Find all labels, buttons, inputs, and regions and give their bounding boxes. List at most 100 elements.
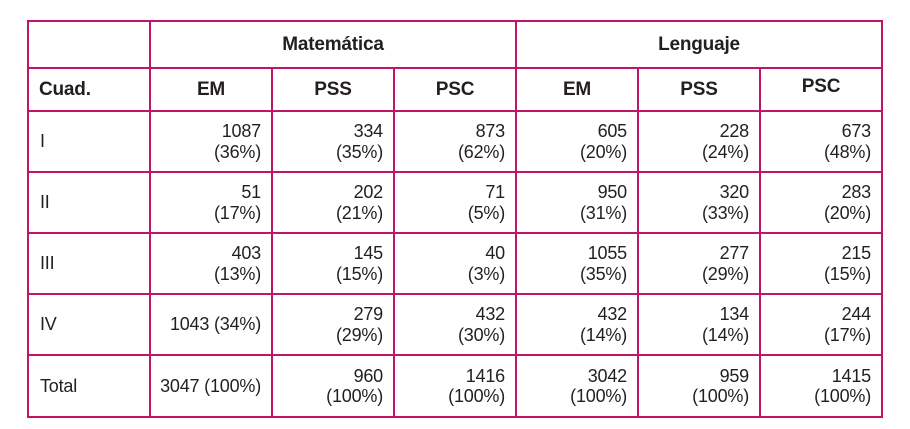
cell-value: 51 [241, 182, 261, 203]
data-cell: 1415 (100%) [759, 354, 883, 418]
cell-value: 244 [841, 304, 872, 325]
column-header-len-pss: PSS [637, 67, 761, 112]
cell-value: 3047 (100%) [160, 375, 261, 396]
row-label: IV [27, 293, 151, 356]
table-row-ii: II 51 (17%) 202 (21%) 71 (5%) 950 (31%) [27, 171, 883, 234]
data-cell: 959 (100%) [637, 354, 761, 418]
cell-value: 3042 [587, 365, 627, 386]
cell-value: 960 [353, 365, 384, 386]
cell-percent: (14%) [579, 324, 627, 345]
data-cell: 1087 (36%) [149, 110, 273, 173]
data-cell: 145 (15%) [271, 232, 395, 295]
data-cell: 432 (14%) [515, 293, 639, 356]
data-cell: 3047 (100%) [149, 354, 273, 418]
cell-value: 215 [841, 243, 872, 264]
data-cell: 40 (3%) [393, 232, 517, 295]
data-cell: 215 (15%) [759, 232, 883, 295]
data-cell: 403 (13%) [149, 232, 273, 295]
cell-value: 959 [719, 365, 750, 386]
cell-value: 673 [841, 121, 872, 142]
row-label: II [27, 171, 151, 234]
cell-percent: (3%) [467, 263, 505, 284]
cell-percent: (100%) [692, 386, 749, 406]
table-row-i: I 1087 (36%) 334 (35%) 873 (62%) 605 (20… [27, 110, 883, 173]
cell-value: 873 [475, 121, 506, 142]
cell-percent: (15%) [335, 263, 383, 284]
row-label: Total [27, 354, 151, 418]
column-header-row: Cuad. EM PSS PSC EM PSS PSC [27, 67, 883, 112]
results-table: Matemática Lenguaje Cuad. EM PSS PSC EM … [27, 20, 883, 418]
cell-percent: (30%) [457, 324, 505, 345]
data-cell: 202 (21%) [271, 171, 395, 234]
data-cell: 283 (20%) [759, 171, 883, 234]
cell-percent: (100%) [448, 386, 505, 406]
row-label: III [27, 232, 151, 295]
cell-value: 40 [485, 243, 505, 264]
table-row-iv: IV 1043 (34%) 279 (29%) 432 (30%) 432 (1… [27, 293, 883, 356]
cell-percent: (31%) [579, 202, 627, 223]
data-cell: 1043 (34%) [149, 293, 273, 356]
cell-percent: (13%) [213, 263, 261, 284]
cell-value: 145 [353, 243, 384, 264]
group-header-lenguaje: Lenguaje [515, 20, 883, 69]
cell-value: 950 [597, 182, 628, 203]
cell-percent: (36%) [213, 141, 261, 162]
column-header-len-psc: PSC [759, 67, 883, 112]
cell-value: 432 [597, 304, 628, 325]
cell-percent: (100%) [814, 386, 871, 406]
cell-percent: (29%) [335, 324, 383, 345]
data-cell: 71 (5%) [393, 171, 517, 234]
cell-percent: (17%) [213, 202, 261, 223]
cell-value: 277 [719, 243, 750, 264]
cell-value: 403 [231, 243, 262, 264]
cell-value: 202 [353, 182, 384, 203]
cell-value: 283 [841, 182, 872, 203]
cell-percent: (17%) [823, 324, 871, 345]
cell-value: 334 [353, 121, 384, 142]
data-cell: 1055 (35%) [515, 232, 639, 295]
data-cell: 605 (20%) [515, 110, 639, 173]
cell-percent: (100%) [326, 386, 383, 406]
cell-value: 1416 [465, 365, 505, 386]
data-cell: 1416 (100%) [393, 354, 517, 418]
cell-percent: (29%) [701, 263, 749, 284]
data-cell: 960 (100%) [271, 354, 395, 418]
column-header-len-em: EM [515, 67, 639, 112]
data-cell: 279 (29%) [271, 293, 395, 356]
cell-percent: (21%) [335, 202, 383, 223]
column-header-mat-psc: PSC [393, 67, 517, 112]
cell-value: 134 [719, 304, 750, 325]
data-cell: 277 (29%) [637, 232, 761, 295]
column-header-mat-em: EM [149, 67, 273, 112]
column-header-cuad: Cuad. [27, 67, 151, 112]
cell-percent: (14%) [701, 324, 749, 345]
data-cell: 228 (24%) [637, 110, 761, 173]
data-cell: 3042 (100%) [515, 354, 639, 418]
table-row-iii: III 403 (13%) 145 (15%) 40 (3%) 1055 (35… [27, 232, 883, 295]
cell-value: 432 [475, 304, 506, 325]
cell-percent: (35%) [335, 141, 383, 162]
cell-percent: (20%) [823, 202, 871, 223]
data-cell: 134 (14%) [637, 293, 761, 356]
data-cell: 673 (48%) [759, 110, 883, 173]
cell-value: 320 [719, 182, 750, 203]
results-table-container: Matemática Lenguaje Cuad. EM PSS PSC EM … [27, 20, 883, 418]
data-cell: 320 (33%) [637, 171, 761, 234]
corner-cell [27, 20, 151, 69]
data-cell: 950 (31%) [515, 171, 639, 234]
cell-value: 1087 [221, 121, 261, 142]
cell-value: 279 [353, 304, 384, 325]
group-header-row: Matemática Lenguaje [27, 20, 883, 69]
data-cell: 432 (30%) [393, 293, 517, 356]
cell-value: 605 [597, 121, 628, 142]
cell-value: 71 [485, 182, 505, 203]
cell-percent: (100%) [570, 386, 627, 406]
cell-percent: (62%) [457, 141, 505, 162]
row-label: I [27, 110, 151, 173]
cell-value: 228 [719, 121, 750, 142]
table-row-total: Total 3047 (100%) 960 (100%) 1416 (100%)… [27, 354, 883, 418]
cell-percent: (5%) [467, 202, 505, 223]
data-cell: 334 (35%) [271, 110, 395, 173]
cell-percent: (35%) [579, 263, 627, 284]
cell-percent: (33%) [701, 202, 749, 223]
